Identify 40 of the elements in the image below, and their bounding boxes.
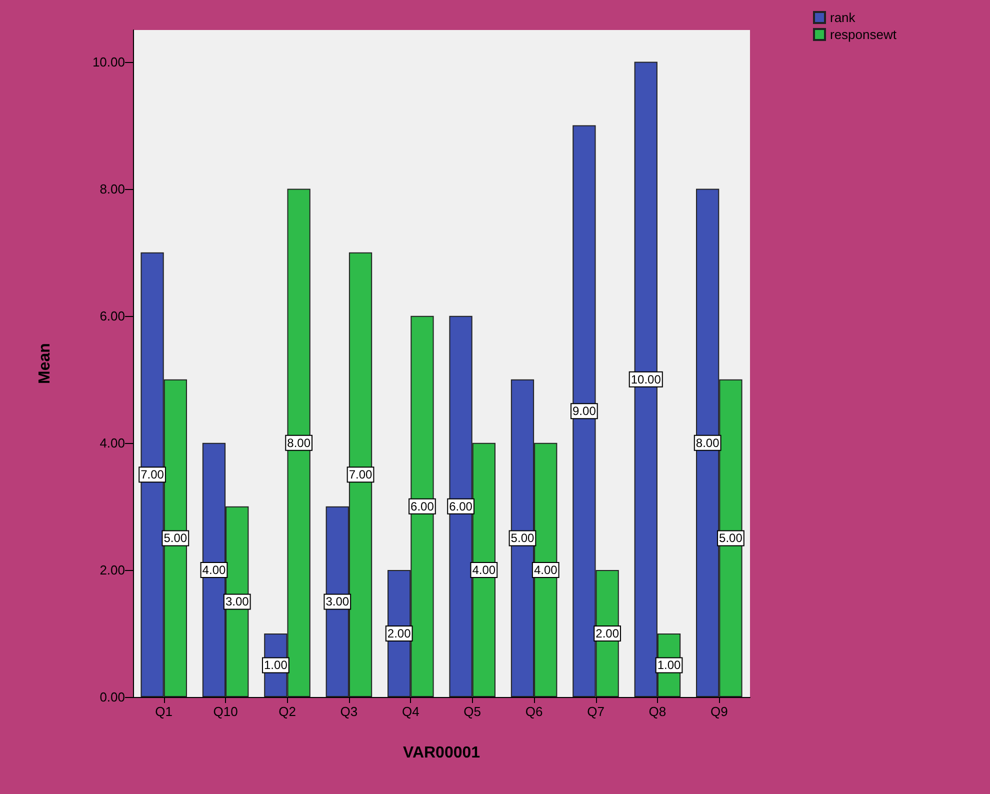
x-axis-title: VAR00001: [402, 744, 480, 762]
data-label: 3.00: [225, 594, 250, 609]
data-label: 4.00: [202, 562, 226, 577]
y-tick-label: 0.00: [100, 690, 125, 704]
x-tick-label: Q10: [213, 704, 238, 719]
x-tick-label: Q1: [155, 704, 173, 719]
data-label: 5.00: [164, 531, 188, 546]
data-label: 7.00: [140, 468, 164, 482]
data-label: 5.00: [719, 531, 743, 546]
x-tick-label: Q6: [525, 704, 543, 719]
y-axis-title: Mean: [36, 343, 54, 384]
legend-label: responsewt: [830, 27, 897, 42]
data-label: 7.00: [348, 468, 373, 482]
data-label: 1.00: [657, 658, 682, 672]
data-label: 10.00: [630, 372, 662, 386]
y-tick-label: 6.00: [100, 308, 125, 324]
data-label: 8.00: [696, 436, 720, 450]
x-tick-label: Q8: [648, 704, 666, 719]
x-tick-label: Q7: [587, 704, 604, 719]
data-label: 6.00: [410, 499, 434, 514]
data-label: 3.00: [326, 594, 350, 609]
data-label: 2.00: [387, 626, 412, 640]
x-tick-label: Q5: [464, 704, 482, 719]
y-tick-label: 10.00: [92, 54, 125, 70]
data-label: 4.00: [472, 562, 496, 577]
x-tick-label: Q3: [340, 704, 358, 719]
legend-label: rank: [830, 10, 856, 25]
data-label: 9.00: [572, 404, 596, 418]
data-label: 8.00: [287, 436, 311, 450]
data-label: 5.00: [510, 531, 534, 546]
x-tick-label: Q4: [402, 704, 420, 719]
x-tick-label: Q2: [278, 704, 296, 719]
y-tick-label: 2.00: [100, 562, 125, 578]
data-label: 2.00: [596, 626, 620, 640]
data-label: 4.00: [534, 562, 558, 577]
data-label: 6.00: [449, 499, 473, 514]
x-tick-label: Q9: [710, 704, 728, 719]
y-tick-label: 4.00: [100, 435, 125, 450]
y-tick-label: 8.00: [100, 181, 125, 196]
data-label: 1.00: [264, 658, 288, 672]
